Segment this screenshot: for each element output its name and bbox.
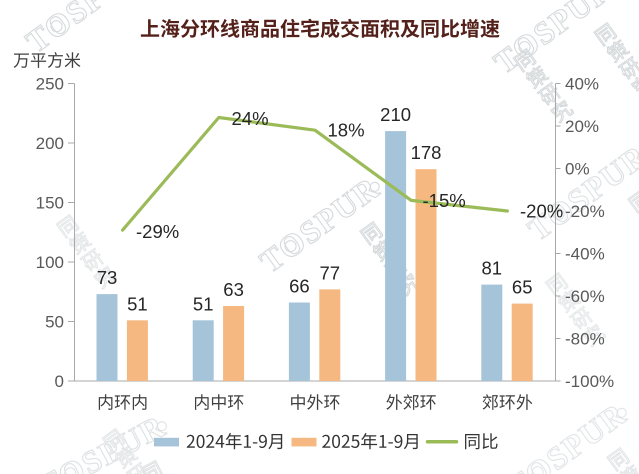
svg-text:100: 100: [36, 253, 64, 272]
svg-text:18%: 18%: [328, 119, 365, 140]
svg-text:-80%: -80%: [565, 330, 605, 349]
svg-text:40%: 40%: [565, 75, 599, 94]
svg-text:20%: 20%: [565, 117, 599, 136]
svg-text:-60%: -60%: [565, 287, 605, 306]
svg-text:73: 73: [97, 267, 118, 288]
svg-text:-40%: -40%: [565, 245, 605, 264]
svg-text:-20%: -20%: [520, 201, 563, 222]
svg-text:81: 81: [482, 258, 503, 279]
svg-text:65: 65: [512, 277, 533, 298]
svg-text:66: 66: [289, 276, 310, 297]
svg-text:210: 210: [380, 104, 411, 125]
svg-text:77: 77: [320, 262, 341, 283]
svg-text:51: 51: [193, 293, 214, 314]
svg-text:63: 63: [223, 279, 244, 300]
svg-text:200: 200: [36, 134, 64, 153]
svg-text:51: 51: [127, 293, 148, 314]
svg-text:-15%: -15%: [423, 190, 466, 211]
svg-text:50: 50: [45, 313, 64, 332]
svg-text:-29%: -29%: [136, 221, 179, 242]
svg-text:-20%: -20%: [565, 202, 605, 221]
svg-text:150: 150: [36, 194, 64, 213]
svg-text:250: 250: [36, 75, 64, 94]
svg-text:0: 0: [55, 372, 64, 391]
svg-text:0%: 0%: [565, 160, 590, 179]
svg-text:24%: 24%: [232, 108, 269, 129]
svg-text:178: 178: [411, 142, 442, 163]
svg-text:-100%: -100%: [565, 372, 614, 391]
